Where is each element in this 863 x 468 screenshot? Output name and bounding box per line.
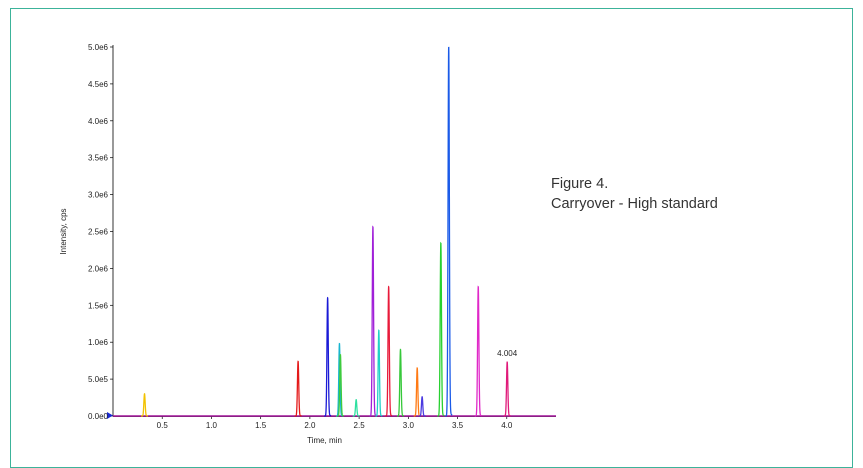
x-tick-label: 3.0 (403, 421, 415, 430)
figure-caption: Figure 4. Carryover - High standard (551, 174, 718, 214)
peak-trace (445, 46, 453, 417)
peak-trace (385, 285, 393, 417)
peak-trace (324, 296, 332, 417)
x-tick-label: 0.5 (157, 421, 169, 430)
peak-trace (294, 360, 302, 417)
caption-title: Figure 4. (551, 176, 609, 192)
x-tick-label: 2.5 (354, 421, 366, 430)
y-axis-label: Intensity, cps (59, 208, 68, 254)
chromatogram-chart: 0.0e0 5.0e5 1.0e6 1.5e6 2.0e6 2.5e6 3.0e6 3.5e6… (59, 43, 556, 445)
peak-trace (437, 241, 445, 417)
y-tick-label: 3.5e6 (88, 154, 109, 163)
peak-trace (369, 225, 377, 417)
y-tick-label: 4.5e6 (88, 80, 109, 89)
x-tick-label: 3.5 (452, 421, 464, 430)
chart-traces (113, 46, 556, 417)
origin-arrow-icon (107, 412, 113, 419)
chart-labels: 0.0e0 5.0e5 1.0e6 1.5e6 2.0e6 2.5e6 3.0e6 3.5e6… (59, 43, 518, 445)
caption-subtitle: Carryover - High standard (551, 196, 718, 212)
y-tick-label: 1.5e6 (88, 301, 109, 310)
peak-trace (503, 361, 511, 417)
y-tick-label: 2.5e6 (88, 228, 109, 237)
peak-trace (141, 393, 148, 417)
x-tick-label: 1.5 (255, 421, 267, 430)
peak-trace (413, 367, 421, 417)
y-tick-label: 5.0e5 (88, 375, 109, 384)
y-tick-label: 4.0e6 (88, 117, 109, 126)
x-tick-label: 1.0 (206, 421, 218, 430)
peak-trace (397, 348, 405, 417)
peak-trace (418, 396, 426, 417)
y-tick-label: 2.0e6 (88, 264, 109, 273)
peak-trace (474, 285, 482, 417)
x-axis-label: Time, min (307, 436, 342, 445)
peak-trace (336, 353, 344, 417)
peak-annotation: 4.004 (497, 349, 518, 358)
y-tick-label: 0.0e0 (88, 412, 109, 421)
x-tick-label: 2.0 (304, 421, 316, 430)
y-tick-label: 3.0e6 (88, 191, 109, 200)
x-tick-label: 4.0 (501, 421, 513, 430)
peak-trace (375, 329, 383, 417)
y-tick-label: 1.0e6 (88, 338, 109, 347)
peak-trace (352, 399, 360, 417)
chart-axes (107, 45, 556, 419)
y-tick-label: 5.0e6 (88, 43, 109, 52)
